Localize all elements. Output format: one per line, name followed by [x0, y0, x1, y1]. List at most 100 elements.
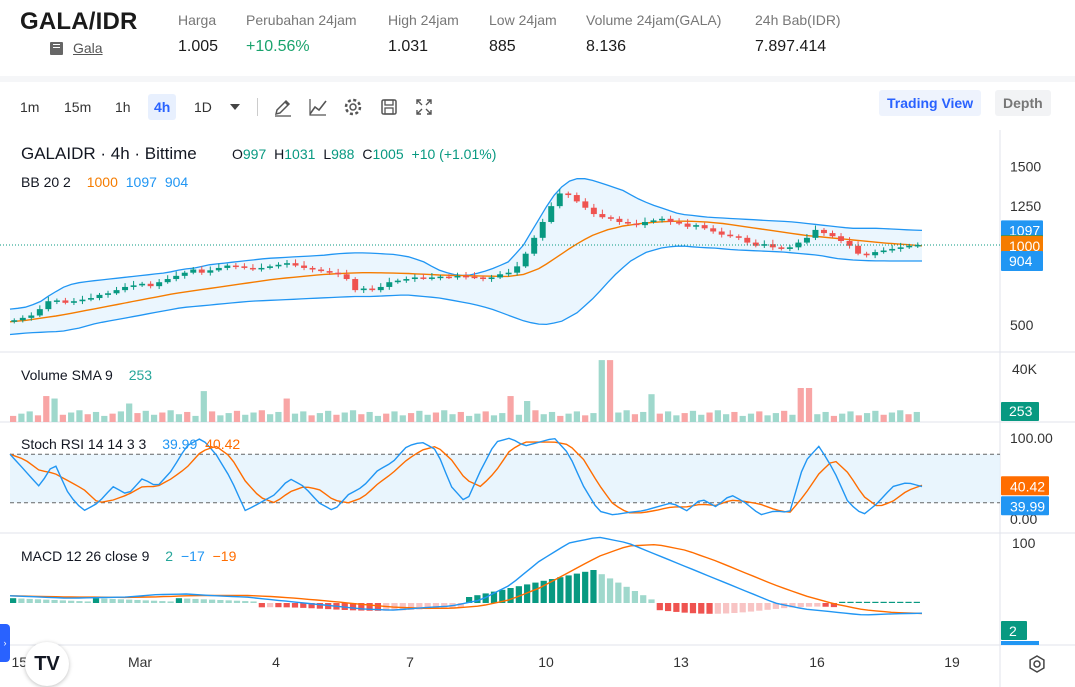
candle-body — [11, 320, 18, 322]
stat-change-24h: Perubahan 24jam +10.56% — [246, 12, 357, 56]
ohlc-c-label: C — [362, 146, 373, 162]
price-tag-label: 1097 — [1009, 222, 1040, 238]
volume-bar — [888, 412, 896, 422]
coin-link[interactable]: Gala — [50, 40, 103, 56]
candle-body — [565, 193, 572, 196]
candle-body — [676, 221, 683, 224]
candle-body — [62, 300, 69, 303]
candle-body — [360, 288, 367, 291]
macd-hist-bar — [814, 603, 821, 607]
candle-body — [531, 237, 538, 254]
chevron-down-icon[interactable] — [230, 104, 240, 110]
timeframe-4h[interactable]: 4h — [148, 94, 177, 120]
macd-hist-bar — [731, 603, 738, 614]
macd-hist-bar — [664, 603, 672, 612]
macd-hist-bar — [76, 601, 83, 603]
bb-band-fill — [10, 178, 922, 335]
volume-bar — [449, 414, 456, 422]
candle-body — [420, 277, 427, 279]
stoch-k-line — [9, 437, 923, 516]
volume-label: Volume SMA 9 — [21, 367, 113, 383]
stoch-tick-label: 100.00 — [1010, 430, 1053, 446]
ohlc-h-label: H — [274, 146, 285, 162]
macd-hist-bar — [797, 603, 804, 607]
indicators-icon[interactable] — [307, 96, 329, 118]
candle-body — [786, 247, 793, 249]
candle-body — [616, 218, 623, 222]
macd-hist-bar — [847, 601, 854, 603]
timeframe-1m[interactable]: 1m — [20, 99, 40, 115]
stat-label: 24h Bab(IDR) — [755, 12, 841, 28]
macd-signal-line — [9, 543, 923, 615]
volume-bar — [283, 398, 290, 422]
macd-hist-bar — [863, 601, 871, 603]
axis-settings-icon[interactable] — [1027, 654, 1047, 674]
candle-body — [181, 272, 188, 276]
macd-legend: MACD 12 26 close 9 2 −17 −19 — [21, 548, 240, 564]
volume-bar — [275, 411, 282, 422]
stat-label: High 24jam — [388, 12, 459, 28]
macd-hist-bar — [573, 573, 580, 603]
stat-price: Harga 1.005 — [178, 12, 218, 56]
candle-body — [79, 299, 86, 302]
stat-value: +10.56% — [246, 38, 310, 55]
volume-bar — [689, 410, 697, 422]
stat-label: Perubahan 24jam — [246, 12, 357, 28]
macd-hist-bar — [59, 600, 66, 603]
volume-bar — [407, 413, 415, 422]
macd-hist-bar — [441, 603, 448, 609]
macd-hist-bar — [532, 582, 539, 603]
macd-hist-bar — [888, 601, 896, 603]
candle-body — [701, 225, 708, 229]
trading-view-button[interactable]: Trading View — [879, 90, 982, 116]
macd-hist-bar — [590, 570, 597, 603]
timeframe-15m[interactable]: 15m — [64, 99, 92, 115]
save-icon[interactable] — [378, 96, 400, 118]
candle-body — [880, 250, 887, 253]
volume-bar — [10, 415, 17, 422]
macd-hist-bar — [648, 599, 655, 603]
candle-body — [53, 300, 60, 302]
volume-bar — [391, 411, 398, 422]
volume-bar — [457, 411, 464, 422]
macd-hist-bar — [507, 588, 514, 603]
volume-bar — [872, 410, 879, 422]
volume-bar — [747, 413, 755, 422]
settings-icon[interactable] — [342, 96, 364, 118]
macd-hist-bar — [764, 603, 771, 610]
candle-body — [803, 237, 810, 243]
tradingview-logo[interactable]: TV — [25, 642, 69, 686]
volume-bar — [656, 413, 663, 422]
draw-icon[interactable] — [272, 96, 294, 118]
volume-bar — [714, 410, 721, 422]
fullscreen-icon[interactable] — [413, 96, 435, 118]
price-chart-svg[interactable]: 1500125050010971005100090440K253100.000.… — [0, 130, 1075, 687]
macd-hist-bar — [466, 597, 473, 603]
macd-hist-bar — [316, 603, 323, 609]
candle-body — [87, 298, 94, 300]
candle-body — [590, 207, 597, 215]
macd-hist-bar — [606, 578, 614, 603]
coin-link-label[interactable]: Gala — [73, 40, 103, 56]
volume-bar — [490, 415, 498, 422]
candle-body — [667, 218, 674, 222]
candle-body — [838, 236, 845, 241]
timeframe-1h[interactable]: 1h — [115, 99, 131, 115]
depth-button[interactable]: Depth — [995, 90, 1051, 116]
bb-lower-value: 904 — [164, 174, 189, 190]
chart-area[interactable]: 1500125050010971005100090440K253100.000.… — [0, 130, 1075, 687]
macd-hist-bar — [117, 599, 124, 603]
volume-bar — [208, 411, 216, 422]
x-tick-label: Mar — [128, 654, 152, 670]
toolbar-divider — [257, 98, 258, 116]
side-panel-toggle[interactable]: › — [0, 624, 10, 662]
stat-low-24h: Low 24jam 885 — [489, 12, 557, 56]
candle-body — [275, 264, 282, 267]
stat-turnover-24h: 24h Bab(IDR) 7.897.414 — [755, 12, 841, 56]
candle-body — [386, 282, 393, 287]
volume-bar — [250, 412, 257, 422]
ohlc-open: 997 — [242, 146, 267, 162]
macd-hist-bar — [233, 600, 241, 603]
stat-label: Low 24jam — [489, 12, 557, 28]
timeframe-1d[interactable]: 1D — [194, 99, 212, 115]
